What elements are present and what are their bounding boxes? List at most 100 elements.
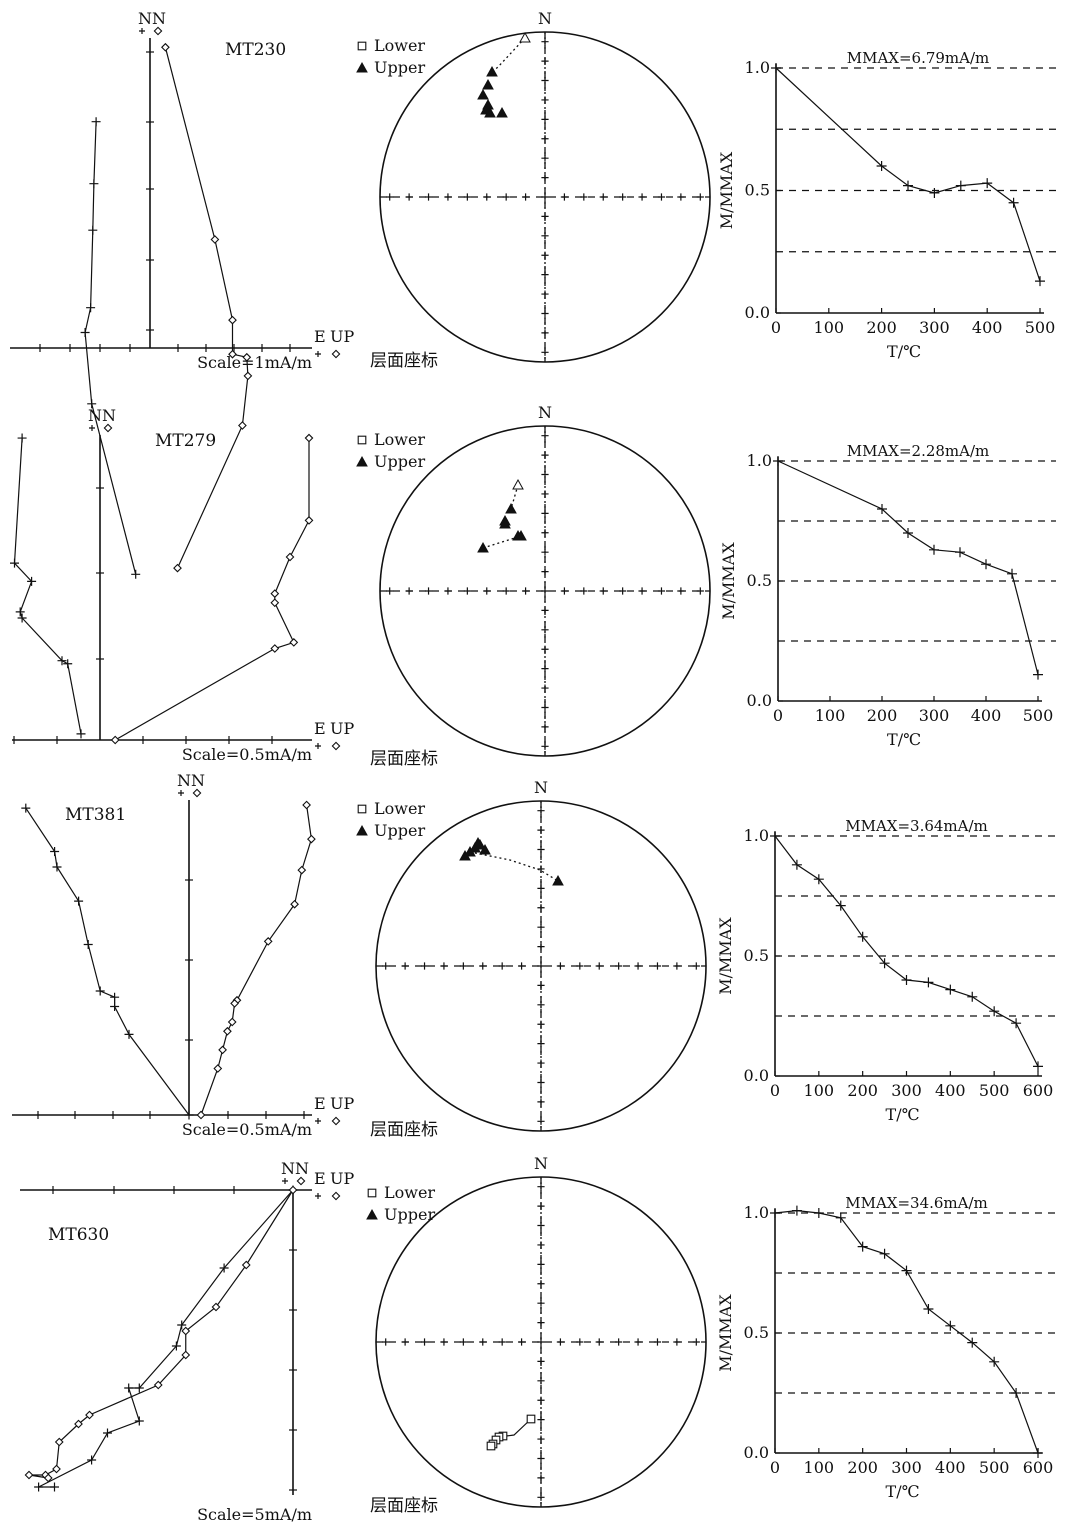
demag-data-point — [1033, 1061, 1043, 1072]
stereonet-tick — [556, 962, 565, 970]
up-marker-diamond — [331, 349, 341, 359]
horizontal-projection-point — [110, 1002, 120, 1011]
legend-lower-symbol — [367, 1188, 377, 1198]
horizontal-projection-point — [50, 1482, 59, 1492]
y-axis-label: M/MMAX — [716, 1294, 735, 1372]
stereonet-tick — [657, 587, 666, 595]
vertical-projection-point — [228, 349, 237, 359]
demag-data-point — [835, 900, 846, 911]
stereonet-tick — [537, 1078, 545, 1087]
north-marker-diamond — [296, 1176, 306, 1186]
stereonet-tick — [638, 193, 646, 201]
stereonet-tick — [599, 587, 607, 595]
vertical-projection-point — [74, 1419, 83, 1429]
vertical-projection-point — [270, 589, 280, 598]
demag-curve: 0 100 200 300 400 500 600 0.0 0.5 1.0 T/℃ M/MMAX MMA… — [716, 817, 1056, 1124]
demag-data-point — [1011, 1018, 1022, 1029]
stereonet-tick — [541, 451, 549, 459]
stereonet-tick — [541, 212, 549, 221]
horizontal-projection-point — [52, 862, 62, 872]
legend-upper-label: Upper — [384, 1205, 435, 1224]
demagnetization-path-dotted — [482, 535, 522, 549]
stereonet-tick — [537, 904, 545, 912]
demag-series-line — [774, 1209, 1039, 1454]
east-marker-cross — [315, 351, 321, 357]
demagnetization-path-dotted — [510, 484, 519, 510]
stereonet: N 层面座标 Lower Upper — [356, 778, 707, 1140]
demag-data-point — [967, 1337, 978, 1348]
demag-data-point — [981, 559, 991, 570]
demag-curve: 0 100 200 300 400 500 0.0 0.5 1.0 T/℃ M/MMAX MMAX=6… — [717, 49, 1058, 361]
y-axis-label: M/MMAX — [719, 542, 738, 620]
stereonet-tick — [537, 1299, 545, 1307]
demag-data-point — [989, 1006, 1000, 1017]
north-label-horizontal: N — [281, 1159, 295, 1178]
stereonet-tick — [537, 826, 545, 834]
legend-lower-label: Lower — [374, 430, 425, 449]
horizontal-projection-point — [87, 399, 97, 409]
demag-data-point — [813, 874, 824, 885]
stereonet-tick — [537, 1357, 545, 1366]
stereonet-center — [537, 1338, 545, 1346]
stereonet-tick — [502, 587, 510, 595]
demag-data-point — [989, 1356, 1000, 1367]
stereonet-tick — [386, 193, 394, 201]
stereonet-tick — [541, 490, 549, 498]
horizontal-projection-point — [88, 225, 98, 235]
stereonet-tick — [537, 845, 545, 854]
stereonet-tick — [537, 1040, 545, 1048]
y-axis-label: M/MMAX — [716, 917, 735, 995]
vertical-projection-point — [302, 800, 311, 810]
stereonet-tick — [541, 76, 549, 85]
y-tick-label: 1.0 — [744, 1203, 769, 1222]
stereonet-tick — [673, 962, 681, 970]
x-axis-label: T/℃ — [887, 730, 921, 749]
stereonet-tick — [537, 1183, 545, 1191]
zijderveld-plot: N NE UP Scale=5mA/m MT630 — [20, 1159, 354, 1524]
stereonet-tick — [405, 587, 413, 595]
x-tick-label: 400 — [972, 318, 1003, 337]
horizontal-projection-line — [25, 807, 190, 1116]
horizontal-projection-point — [34, 1482, 44, 1492]
stereonet-tick — [440, 962, 448, 970]
stereonet-tick — [595, 1338, 603, 1346]
stereonet-tick — [479, 962, 487, 970]
stereonet-tick — [541, 509, 549, 517]
vertical-projection-point — [228, 315, 237, 325]
stereonet-tick — [537, 1202, 545, 1210]
horizontal-projection-point — [177, 1320, 187, 1330]
demag-data-point — [770, 1208, 780, 1218]
east-marker-cross — [315, 1118, 321, 1124]
stereonet-tick — [541, 626, 549, 634]
legend-lower-symbol — [357, 41, 367, 51]
stereonet-tick — [580, 193, 588, 201]
horizontal-projection-point — [124, 1383, 134, 1393]
stereonet-tick — [537, 1020, 545, 1028]
stereonet-tick — [541, 723, 549, 731]
north-label-vertical: N — [152, 9, 166, 28]
y-tick-label: 0.5 — [744, 1323, 769, 1342]
stereonet-tick — [541, 470, 549, 479]
lower-hemisphere-direction — [486, 1441, 496, 1451]
vertical-projection-point — [238, 421, 247, 430]
demag-data-point — [857, 1241, 868, 1252]
stereonet-tick — [420, 962, 429, 970]
stereonet-caption: 层面座标 — [370, 1496, 438, 1516]
stereonet-tick — [537, 1377, 545, 1385]
up-marker-diamond — [331, 1191, 341, 1201]
stereonet-tick — [677, 193, 685, 201]
upper-hemisphere-direction — [496, 106, 508, 118]
stereonet-tick — [537, 1416, 545, 1424]
stereonet-tick — [599, 193, 607, 201]
x-tick-label: 0 — [773, 706, 783, 725]
upper-hemisphere-direction — [477, 88, 489, 100]
east-marker-cross — [315, 1193, 321, 1199]
stereonet-tick — [537, 1318, 545, 1327]
stereonet-caption: 层面座标 — [370, 749, 438, 769]
demagnetization-path-dotted — [469, 851, 559, 882]
stereonet: N 层面座标 Lower Upper — [356, 403, 711, 769]
